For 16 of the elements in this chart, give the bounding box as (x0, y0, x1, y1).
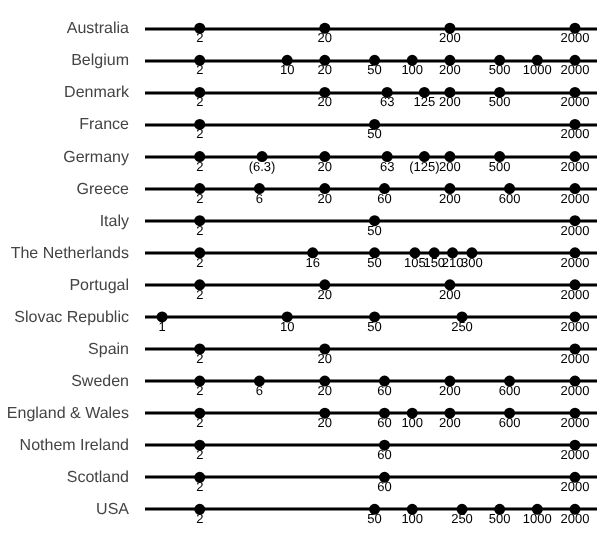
y-tick-label: Portugal (69, 275, 130, 294)
y-tick-label: Belgium (71, 51, 130, 70)
y-tick-label: Slovac Republic (14, 307, 130, 326)
y-tick-label: The Netherlands (10, 243, 130, 262)
y-tick-label: Italy (99, 211, 129, 230)
y-tick-label: USA (96, 500, 131, 519)
y-tick-label: Australia (66, 19, 131, 38)
y-tick-label: England & Wales (6, 404, 130, 423)
y-tick-label: Denmark (64, 83, 131, 102)
y-tick-label: France (79, 115, 131, 134)
y-tick-label: Scotland (66, 468, 130, 487)
y-tick-label: Spain (88, 339, 130, 358)
y-tick-label: Germany (63, 147, 130, 166)
y-tick-label: Greece (76, 179, 131, 198)
y-tick-label: Nothem Ireland (19, 436, 130, 455)
y-tick-label: Sweden (71, 372, 130, 391)
